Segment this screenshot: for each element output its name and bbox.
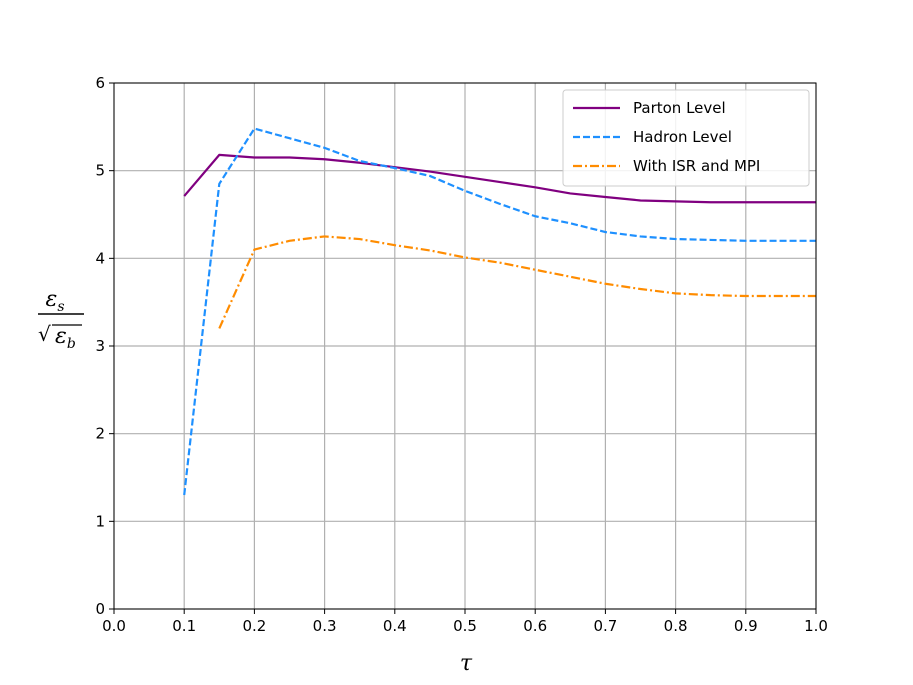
legend: Parton Level Hadron Level With ISR and MPI xyxy=(562,89,810,187)
x-tick-label: 0.1 xyxy=(172,617,196,635)
y-label-denominator: ε xyxy=(55,324,67,349)
y-tick-label: 4 xyxy=(95,249,105,267)
y-tick-label: 6 xyxy=(95,74,105,92)
y-label-sqrt-sign: √ xyxy=(38,322,51,346)
y-label-numerator: ε xyxy=(46,287,58,312)
x-tick-label: 0.8 xyxy=(664,617,688,635)
y-tick-label: 1 xyxy=(95,512,105,530)
y-tick-label: 2 xyxy=(95,425,105,443)
series-line-3 xyxy=(218,235,816,329)
y-tick-label: 0 xyxy=(95,600,105,618)
legend-box xyxy=(562,89,810,187)
y-tick-label: 3 xyxy=(95,337,105,355)
x-tick-label: 0.5 xyxy=(453,617,477,635)
series-line-1 xyxy=(183,153,816,204)
y-tick-label: 5 xyxy=(95,162,105,180)
x-tick-label: 0.0 xyxy=(102,617,126,635)
x-tick-label: 0.9 xyxy=(734,617,758,635)
series-line-2 xyxy=(183,127,816,496)
svg-text:εs: εs xyxy=(46,287,65,315)
series-lines xyxy=(183,127,816,496)
legend-label-1: Parton Level xyxy=(633,99,726,117)
x-tick-label: 1.0 xyxy=(804,617,828,635)
x-tick-label: 0.6 xyxy=(523,617,547,635)
y-axis-label: εs √ εb xyxy=(38,287,84,352)
x-tick-label: 0.3 xyxy=(313,617,337,635)
y-label-numerator-sub: s xyxy=(57,299,64,315)
legend-label-3: With ISR and MPI xyxy=(633,157,760,175)
y-label-denominator-sub: b xyxy=(67,336,76,352)
x-tick-label: 0.7 xyxy=(593,617,617,635)
svg-text:εb: εb xyxy=(55,324,76,352)
x-axis-label: τ xyxy=(460,651,473,676)
x-tick-label: 0.4 xyxy=(383,617,407,635)
axis-ticks: 0.0 0.1 0.2 0.3 0.4 0.5 0.6 0.7 0.8 0.9 1.0 0 1 2 3 4 5 6 xyxy=(95,74,827,635)
x-tick-label: 0.2 xyxy=(242,617,266,635)
legend-label-2: Hadron Level xyxy=(633,128,732,146)
